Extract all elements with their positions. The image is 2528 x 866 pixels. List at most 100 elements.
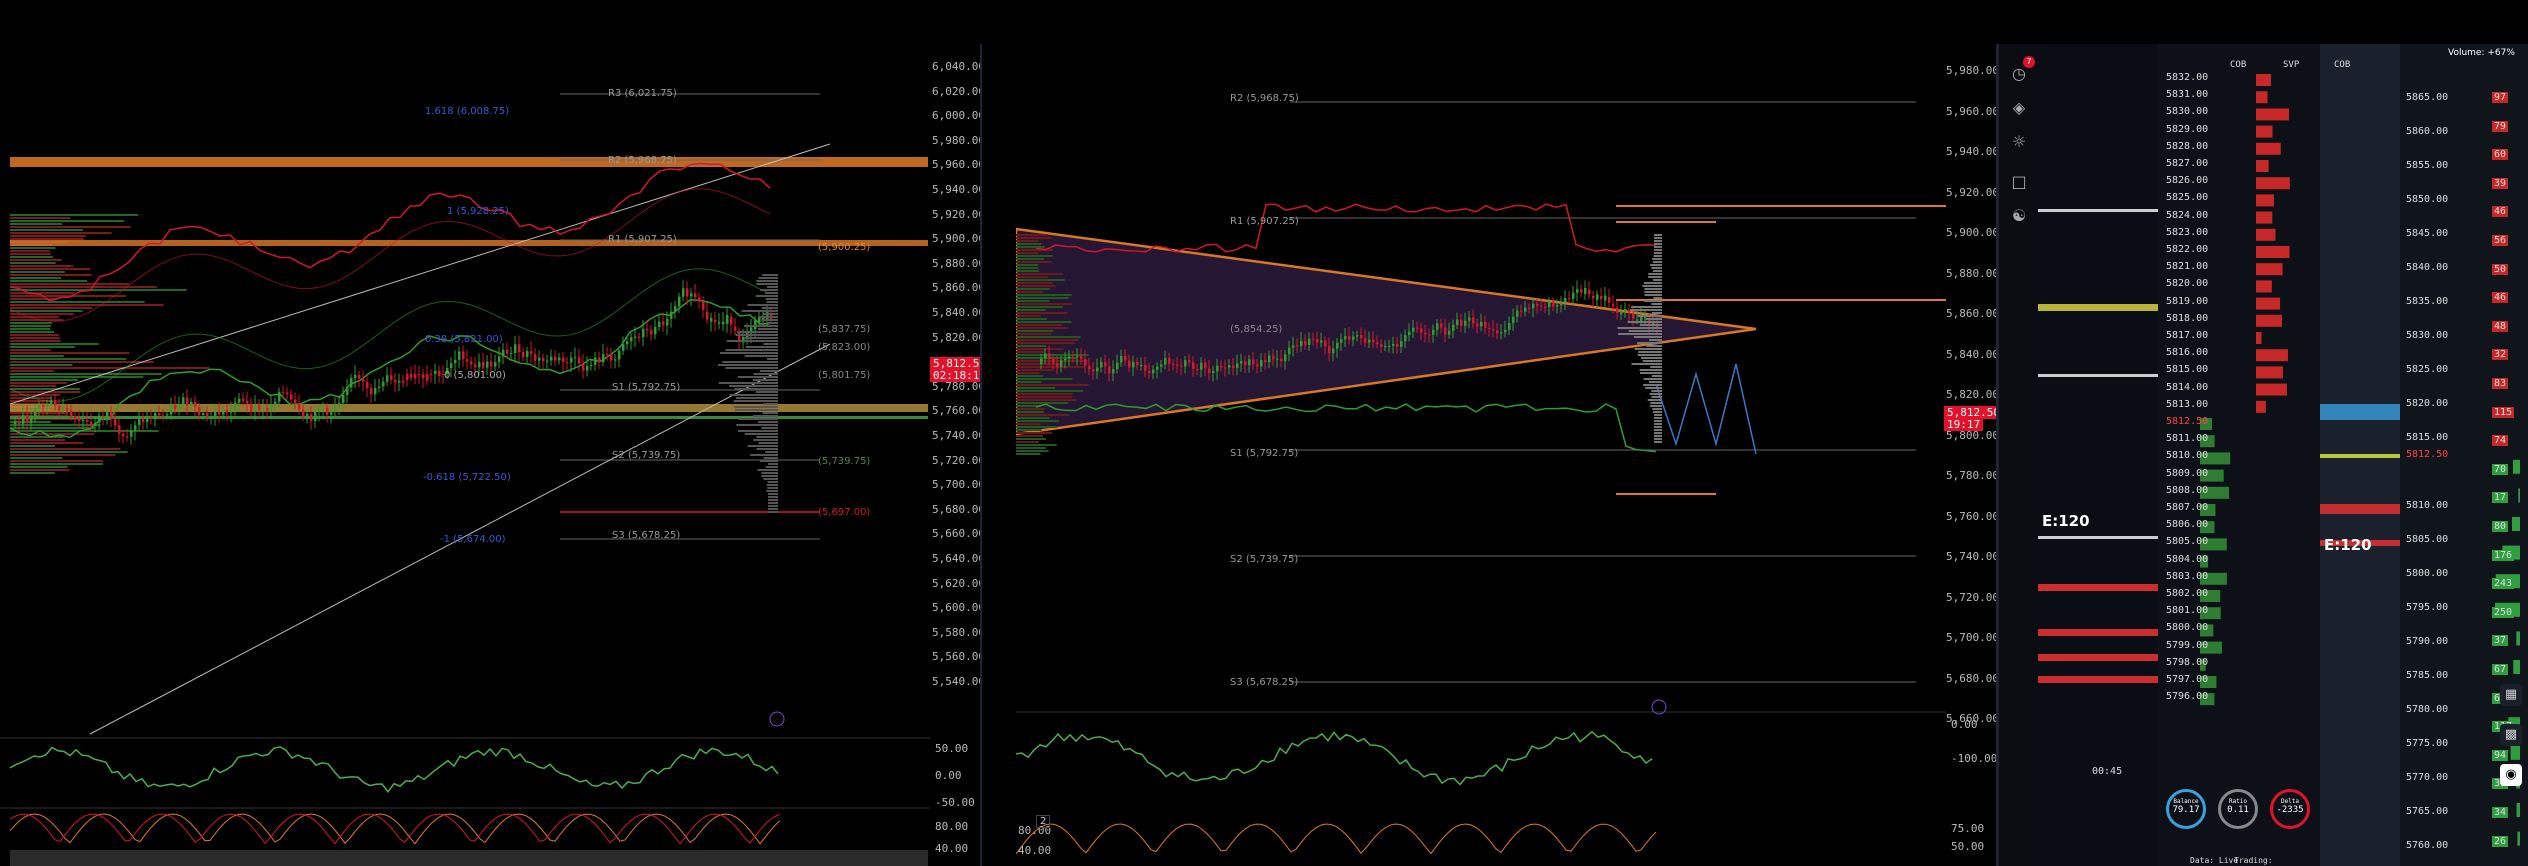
session-profile-bar: [761, 472, 778, 474]
dom2-price-row[interactable]: 5825.00: [2406, 364, 2449, 375]
dom1-price-row[interactable]: 5830.00: [2166, 106, 2209, 118]
discord-icon[interactable]: ◉: [2500, 764, 2522, 786]
session-profile-bar: [1643, 282, 1662, 284]
price-tick: 5,780.00: [1946, 469, 1996, 482]
left-chart-canvas[interactable]: [0, 44, 980, 866]
candle-body: [1640, 316, 1643, 322]
dom1-price-row[interactable]: 5800.00: [2166, 622, 2209, 634]
dom1-price-row[interactable]: 5823.00: [2166, 226, 2209, 238]
pane-count-badge[interactable]: 2: [1036, 815, 1051, 828]
dom1-price-row[interactable]: 5818.00: [2166, 312, 2209, 324]
dom1-price-row[interactable]: 5803.00: [2166, 570, 2209, 582]
dom1-price-row[interactable]: 5824.00: [2166, 209, 2209, 221]
dom1-price-row[interactable]: 5806.00: [2166, 519, 2209, 531]
dom1-price-row[interactable]: 5814.00: [2166, 381, 2209, 393]
dom1-price-row[interactable]: 5826.00: [2166, 175, 2209, 187]
dom1-price-row[interactable]: 5827.00: [2166, 158, 2209, 169]
dom1-price-row[interactable]: 5815.00: [2166, 364, 2209, 376]
dom2-price-row[interactable]: 5845.00: [2406, 228, 2449, 239]
volume-profile-bar: [10, 313, 74, 315]
volume-profile-bar: [10, 301, 145, 303]
dom2-price-row[interactable]: 5855.00: [2406, 160, 2449, 171]
candle-body: [22, 414, 25, 424]
dom2-price-row[interactable]: 5810.00: [2406, 500, 2449, 511]
pane-divider[interactable]: [980, 44, 982, 866]
support-icon[interactable]: ☯: [2011, 206, 2027, 225]
dom2-price-row[interactable]: 5815.00: [2406, 432, 2449, 443]
alerts-icon[interactable]: ◷: [2012, 64, 2026, 83]
dom2-price-row[interactable]: 5795.00: [2406, 602, 2449, 613]
book-icon[interactable]: ▦: [2500, 684, 2522, 706]
session-profile-bar: [1654, 420, 1662, 422]
session-profile-bar: [1654, 243, 1662, 245]
dom1-price-row[interactable]: 5801.00: [2166, 605, 2209, 617]
dom1-price-row[interactable]: 5822.00: [2166, 244, 2209, 255]
middle-chart-canvas[interactable]: [1016, 44, 1996, 866]
dom1-price-row[interactable]: 5804.00: [2166, 553, 2209, 565]
candle-body: [478, 361, 481, 368]
dom2-price-row[interactable]: 5830.00: [2406, 330, 2449, 341]
dom2-price-row[interactable]: 5770.00: [2406, 772, 2449, 783]
candle-body: [130, 430, 133, 437]
dom1-size-bar: [2200, 504, 2216, 516]
dom1-price-row[interactable]: 5811.00: [2166, 433, 2209, 445]
order-book-ladder-1[interactable]: COB SVP 5832.00 5831.00 5830.00 5829.00 5828…: [2038, 44, 2320, 866]
candle-body: [1552, 301, 1555, 307]
order-book-ladder-2[interactable]: COB 5865.00 5860.00 5855.00 5850.00 5845.00 5…: [2320, 44, 2528, 866]
dom1-price-row[interactable]: 5805.00: [2166, 536, 2209, 548]
middle-price-axis[interactable]: 5,980.00 5,960.00 5,940.00 5,920.00 5,900.00…: [1946, 44, 1996, 744]
triangle-pattern: [1016, 227, 1757, 436]
dom2-price-row[interactable]: 5850.00: [2406, 194, 2449, 205]
dom1-price-row[interactable]: 5816.00: [2166, 347, 2209, 359]
dom1-price-row[interactable]: 5831.00: [2166, 89, 2209, 101]
dom2-price-row[interactable]: 5820.00: [2406, 398, 2449, 409]
dom2-price-row[interactable]: 5775.00: [2406, 738, 2449, 749]
session-profile-bar: [767, 493, 778, 495]
dom1-price-row[interactable]: 5817.00: [2166, 330, 2209, 341]
dom2-price-row[interactable]: 5765.00: [2406, 806, 2449, 817]
candle-body: [1428, 334, 1431, 336]
left-price-chart[interactable]: 6,040.00 6,020.00 6,000.00 5,980.00 5,960.00…: [0, 44, 980, 866]
dom1-price-row[interactable]: 5829.00: [2166, 123, 2209, 135]
dom1-price-row[interactable]: 5832.00: [2166, 72, 2209, 83]
dom1-price-row[interactable]: 5807.00: [2166, 502, 2209, 513]
dom2-price-row[interactable]: 5835.00: [2406, 296, 2449, 307]
pane-divider[interactable]: [1996, 44, 1998, 866]
dom1-price-row[interactable]: 5810.00: [2166, 450, 2209, 462]
left-osc-axis: 50.00 0.00 -50.00 80.00 40.00: [935, 742, 980, 855]
dom1-price-row[interactable]: 5797.00: [2166, 674, 2209, 685]
idea-bulb-icon[interactable]: ☼: [2011, 132, 2027, 151]
dom2-price-row[interactable]: 5790.00: [2406, 636, 2449, 647]
dom2-price-row[interactable]: 5840.00: [2406, 262, 2449, 273]
dom1-price-row[interactable]: 5820.00: [2166, 278, 2209, 290]
dom2-price-row[interactable]: 5785.00: [2406, 670, 2449, 681]
middle-price-chart[interactable]: 5,980.00 5,960.00 5,940.00 5,920.00 5,900.00…: [1016, 44, 1996, 866]
left-price-axis[interactable]: 6,040.00 6,020.00 6,000.00 5,980.00 5,960.00…: [932, 44, 980, 744]
candle-body: [662, 321, 665, 326]
dom2-price-row[interactable]: 5760.00: [2406, 840, 2449, 851]
dom1-price-row[interactable]: 5813.00: [2166, 398, 2209, 410]
dom1-price-row[interactable]: 5828.00: [2166, 140, 2209, 152]
layers-icon[interactable]: ◈: [2012, 98, 2026, 117]
dom2-price-row[interactable]: 5860.00: [2406, 126, 2449, 137]
dom1-price-row[interactable]: 5819.00: [2166, 295, 2209, 307]
apps-icon[interactable]: ▩: [2500, 724, 2522, 746]
dom2-price-row[interactable]: 5805.00: [2406, 534, 2449, 545]
dom1-price-row[interactable]: 5799.00: [2166, 639, 2209, 651]
dom1-price-row[interactable]: 5825.00: [2166, 192, 2209, 204]
dom1-price-row[interactable]: 5802.00: [2166, 588, 2209, 599]
dom1-price-row[interactable]: 5798.00: [2166, 656, 2209, 668]
candle-body: [1136, 361, 1139, 366]
volume-profile-bar: [10, 376, 144, 378]
dom1-price-row[interactable]: 5796.00: [2166, 691, 2209, 703]
dom1-price-row[interactable]: 5821.00: [2166, 261, 2209, 273]
dom1-price-row[interactable]: 5809.00: [2166, 467, 2209, 479]
dom1-size-bar: [2256, 366, 2283, 379]
dom1-price-row[interactable]: 5808.00: [2166, 484, 2209, 496]
dom2-price-row[interactable]: 5812.50: [2406, 449, 2449, 460]
dom2-price-row[interactable]: 5865.00: [2406, 92, 2449, 103]
dom2-price-row[interactable]: 5780.00: [2406, 704, 2449, 715]
chat-icon[interactable]: □: [2011, 172, 2027, 191]
dom1-price-row[interactable]: 5812.50: [2166, 416, 2209, 427]
dom2-price-row[interactable]: 5800.00: [2406, 568, 2449, 579]
